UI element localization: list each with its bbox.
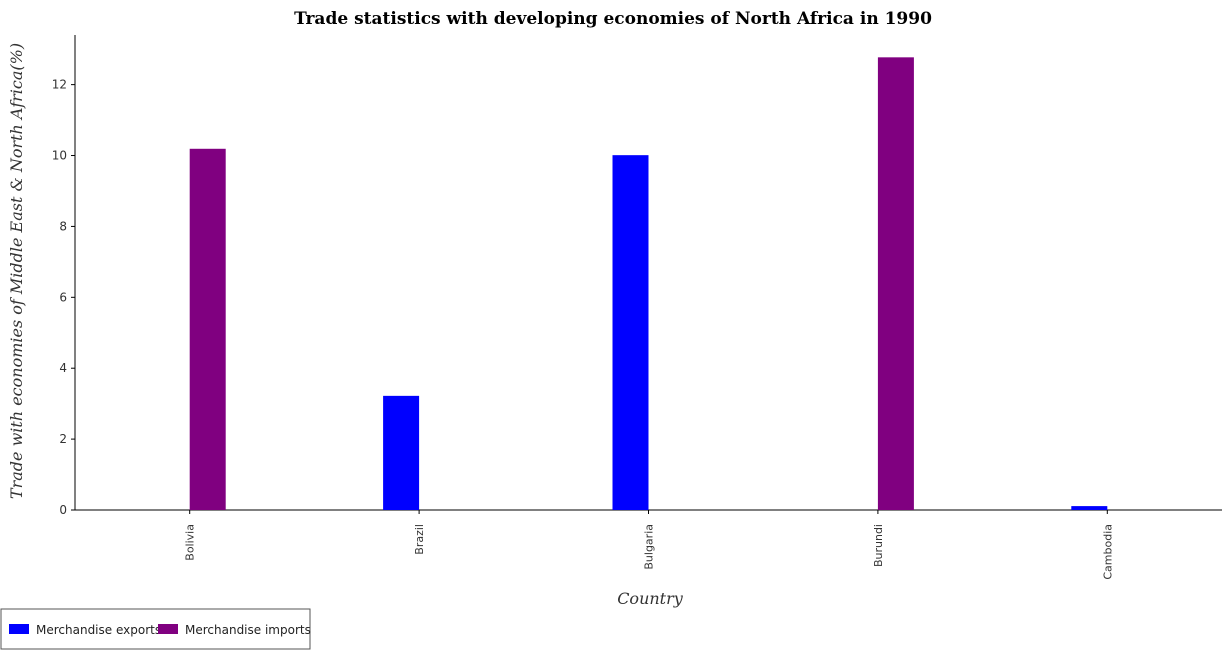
x-tick-label: Burundi [872, 524, 885, 567]
x-tick-label: Cambodia [1101, 524, 1114, 580]
legend-swatch-exports [9, 624, 29, 634]
legend-swatch-imports [158, 624, 178, 634]
bar-exports-brazil [383, 395, 420, 510]
bar-exports-bulgaria [612, 155, 649, 510]
y-tick-label: 4 [59, 361, 67, 375]
y-tick-label: 0 [59, 503, 67, 517]
legend: Merchandise exports Merchandise imports [0, 608, 311, 650]
y-axis-label: Trade with economies of Middle East & No… [7, 43, 26, 499]
y-tick-label: 12 [52, 78, 67, 92]
x-tick-label: Bulgaria [643, 524, 656, 570]
legend-label-imports: Merchandise imports [185, 623, 311, 637]
bar-imports-burundi [877, 57, 914, 510]
x-axis-label: Country [617, 589, 684, 608]
y-ticks: 0 2 4 6 8 10 12 [52, 78, 75, 517]
y-tick-label: 6 [59, 290, 67, 304]
bars [189, 57, 1108, 511]
y-tick-label: 8 [59, 219, 67, 233]
legend-box [0, 608, 311, 650]
bar-exports-cambodia [1071, 506, 1108, 510]
y-tick-label: 10 [52, 149, 67, 163]
legend-label-exports: Merchandise exports [36, 623, 161, 637]
x-ticks: Bolivia Brazil Bulgaria Burundi Cambodia [184, 510, 1114, 580]
bar-imports-bolivia [189, 148, 226, 511]
x-tick-label: Brazil [413, 524, 426, 555]
y-tick-label: 2 [59, 432, 67, 446]
x-tick-label: Bolivia [184, 524, 197, 561]
chart-title: Trade statistics with developing economi… [294, 9, 932, 29]
